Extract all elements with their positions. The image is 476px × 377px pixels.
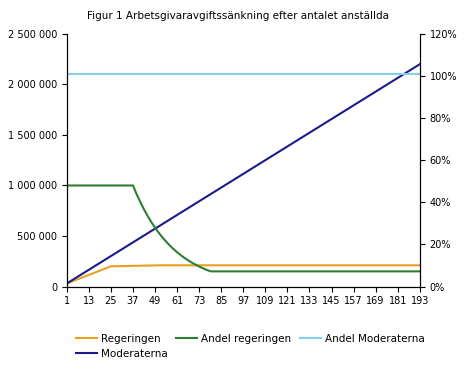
Regeringen (330, 263, 336, 268)
Regeringen (154, 263, 159, 268)
Moderaterna (328, 117, 334, 121)
Moderaterna (416, 62, 422, 66)
Andel regeringen (330, 269, 336, 274)
Line: Moderaterna: Moderaterna (67, 64, 419, 284)
Andel regeringen (192, 262, 198, 267)
Andel Moderaterna (146, 72, 152, 77)
Andel Moderaterna (205, 72, 211, 77)
Moderaterna (205, 193, 211, 198)
Andel regeringen (416, 269, 422, 274)
Andel regeringen (146, 217, 152, 221)
Moderaterna (146, 230, 152, 234)
Andel regeringen (284, 269, 289, 274)
Andel regeringen (208, 269, 214, 274)
Andel Moderaterna (64, 72, 69, 77)
Andel regeringen (328, 269, 334, 274)
Regeringen (416, 263, 422, 268)
Moderaterna (326, 118, 332, 123)
Regeringen (207, 263, 213, 268)
Andel Moderaterna (326, 72, 332, 77)
Andel Moderaterna (416, 72, 422, 77)
Regeringen (64, 281, 69, 286)
Regeringen (146, 263, 152, 268)
Andel regeringen (64, 183, 69, 188)
Line: Andel regeringen: Andel regeringen (67, 185, 419, 271)
Regeringen (284, 263, 289, 268)
Andel Moderaterna (282, 72, 288, 77)
Regeringen (194, 263, 200, 268)
Regeringen (328, 263, 334, 268)
Moderaterna (282, 146, 288, 150)
Andel Moderaterna (328, 72, 334, 77)
Andel Moderaterna (192, 72, 198, 77)
Andel regeringen (205, 268, 211, 273)
Line: Regeringen: Regeringen (67, 265, 419, 284)
Text: Figur 1 Arbetsgivaravgiftssänkning efter antalet anställda: Figur 1 Arbetsgivaravgiftssänkning efter… (87, 11, 389, 21)
Moderaterna (64, 281, 69, 286)
Moderaterna (192, 201, 198, 206)
Legend: Regeringen, Moderaterna, Andel regeringen, Andel Moderaterna: Regeringen, Moderaterna, Andel regeringe… (72, 329, 428, 363)
